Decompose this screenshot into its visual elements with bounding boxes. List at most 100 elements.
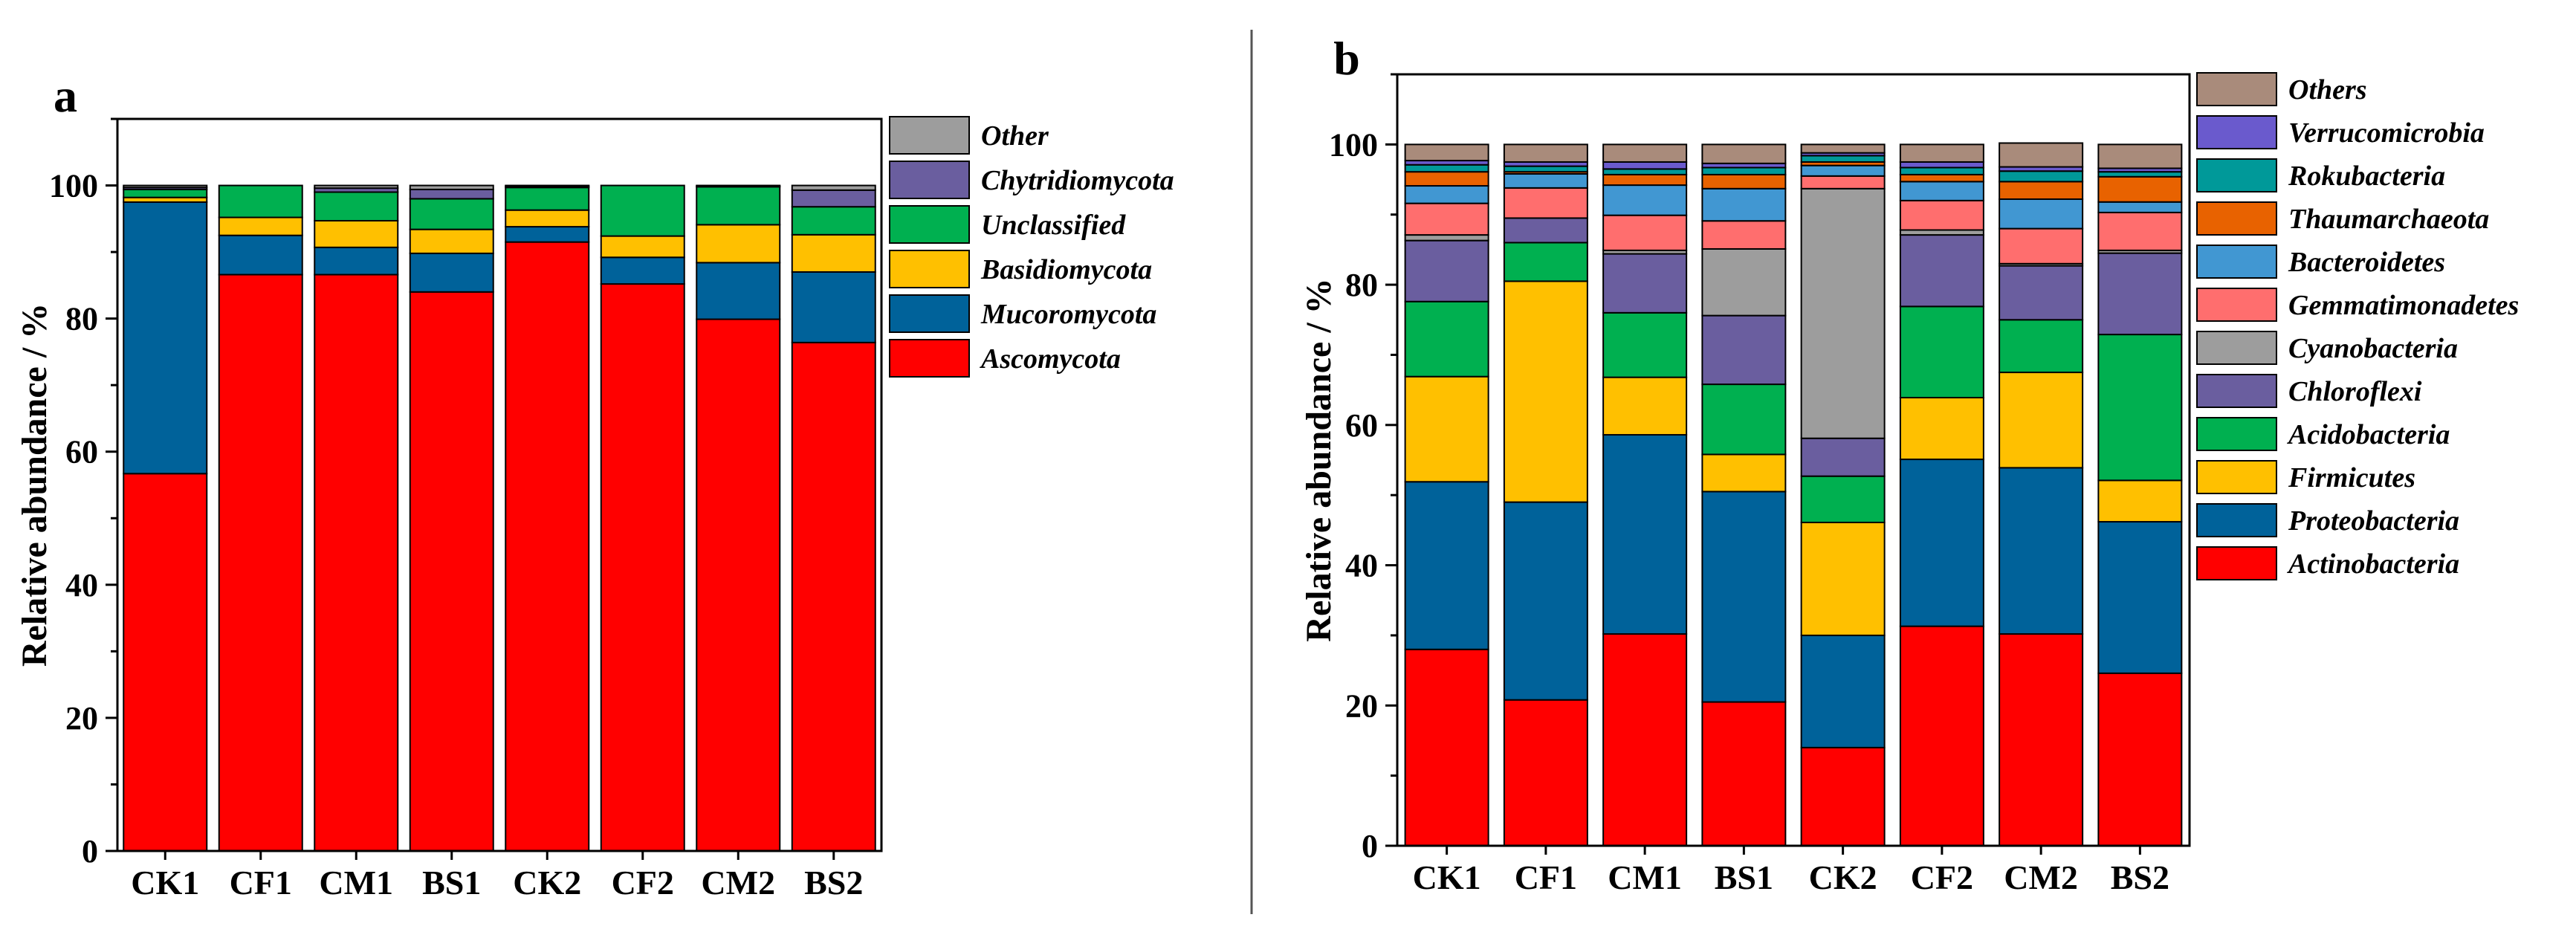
bar-segment-ck1-rokubacteria [1404,164,1489,173]
legend-label-cyanobacteria: Cyanobacteria [2288,333,2458,364]
bar-segment-bs2-proteobacteria [2097,521,2183,674]
bar-segment-cf1-bacteroidetes [1503,172,1588,189]
y-tick-label: 100 [1329,126,1378,163]
legend-label-chytridiomycota: Chytridiomycota [981,165,1174,196]
x-tick-label: CF2 [1911,858,1973,896]
bar-segment-cm2-mucoromycota [696,262,781,320]
bar-segment-ck1-proteobacteria [1404,481,1489,650]
y-tick-label: 40 [1345,548,1378,584]
bar-segment-cm2-gemmatimonadetes [1999,227,2084,265]
legend-swatch-acidobacteria [2196,417,2277,451]
y-tick-label: 0 [1362,828,1378,864]
bar-segment-cm1-proteobacteria [1602,434,1688,635]
bar-segment-cm2-others [1999,142,2084,168]
bar-segment-cf1-proteobacteria [1503,501,1588,701]
x-tick-label: BS2 [804,864,863,902]
plot-frame [1396,73,2191,847]
bar-segment-bs2-firmicutes [2097,479,2183,523]
legend-label-bacteroidetes: Bacteroidetes [2288,247,2445,278]
bar-segment-ck1-chloroflexi [1404,239,1489,302]
bar-segment-cm2-ascomycota [696,318,781,852]
panel-label: a [54,69,77,122]
bar-segment-bs2-actinobacteria [2097,672,2183,847]
legend-label-proteobacteria: Proteobacteria [2288,505,2459,537]
x-tick-label: CM1 [319,864,393,902]
legend-swatch-mucoromycota [889,294,970,333]
bar-segment-ck1-thaumarchaeota [1404,171,1489,187]
y-tick-label: 40 [65,567,98,603]
legend-swatch-rokubacteria [2196,158,2277,192]
legend-swatch-actinobacteria [2196,546,2277,580]
bar-segment-cf1-firmicutes [1503,280,1588,503]
legend-label-others: Others [2288,74,2367,106]
bar-segment-cm2-chloroflexi [1999,265,2084,321]
bar-segment-ck1-ascomycota [123,473,208,852]
bar-segment-cf2-mucoromycota [600,256,685,285]
bar-segment-cm1-gemmatimonadetes [1602,214,1688,251]
bar-segment-cm2-rokubacteria [1999,170,2084,183]
panel-a-chart: a CK1 CF1 CM1 BS1 CK2 CF2 CM2 BS2 0 20 40 60 80 100 Rel… [15,69,1174,902]
bar-segment-cf2-verrucomicrobia [1899,161,1984,169]
x-tick-label: BS1 [1715,858,1773,896]
x-tick-label: CM2 [701,864,775,902]
bar-segment-cm1-basidiomycota [314,220,399,248]
bar-segment-cm1-unclassified [314,191,399,222]
x-tick-label: CK1 [1413,858,1481,896]
bar-segment-bs2-ascomycota [791,341,876,852]
legend-swatch-unclassified [889,205,970,244]
bar-segment-ck2-rokubacteria [1800,155,1886,163]
bar-segment-ck1-actinobacteria [1404,648,1489,847]
legend-label-gemmatimonadetes: Gemmatimonadetes [2288,290,2519,321]
bar-segment-ck1-mucoromycota [123,201,208,475]
bar-segment-cm1-thaumarchaeota [1602,173,1688,187]
bar-segment-cf2-proteobacteria [1899,459,1984,627]
bar-segment-bs1-chytridiomycota [409,188,494,200]
legend-swatch-basidiomycota [889,250,970,288]
y-tick-label: 0 [82,833,98,870]
y-axis-title: Relative abundance / % [15,303,54,667]
bar-segment-bs2-gemmatimonadetes [2097,211,2183,251]
bar-segment-bs1-ascomycota [409,291,494,852]
bar-segment-bs1-rokubacteria [1701,166,1787,175]
bar-segment-bs1-acidobacteria [1701,383,1787,456]
x-tick-label: CM2 [2004,858,2078,896]
bar-segment-cm2-proteobacteria [1999,467,2084,635]
bar-segment-bs1-other [409,184,494,190]
bar-segment-bs2-acidobacteria [2097,334,2183,482]
bar-segment-cm1-mucoromycota [314,246,399,276]
bar-segment-cm2-unclassified [696,186,781,226]
bar-segment-cf2-gemmatimonadetes [1899,199,1984,231]
legend-label-mucoromycota: Mucoromycota [980,299,1156,330]
y-tick-label: 80 [65,301,98,337]
x-tick-label: CM1 [1608,858,1682,896]
bar-segment-cf2-chloroflexi [1899,234,1984,308]
x-tick-label: CK2 [1809,858,1877,896]
bar-segment-bs2-other [791,184,876,191]
bar-segment-cf2-others [1899,143,1984,163]
panel-label: b [1333,32,1360,85]
bar-segment-bs1-proteobacteria [1701,491,1787,703]
bar-segment-cf2-actinobacteria [1899,625,1984,847]
legend-label-verrucomicrobia: Verrucomicrobia [2288,117,2485,149]
bar-segment-ck2-others [1800,143,1886,154]
bar-segment-ck1-gemmatimonadetes [1404,202,1489,236]
x-tick-label: CF2 [612,864,674,902]
y-tick-label: 20 [1345,687,1378,724]
legend-label-unclassified: Unclassified [981,210,1126,241]
legend-swatch-other [889,116,970,155]
bar-segment-ck2-other [505,184,590,187]
bar-segment-cf1-ascomycota [218,273,303,852]
bar-segment-ck2-cyanobacteria [1800,187,1886,439]
bar-segment-cf2-bacteroidetes [1899,181,1984,201]
legend-swatch-firmicutes [2196,460,2277,494]
bar-segment-ck1-cyanobacteria [1404,234,1489,242]
y-tick-label: 60 [1345,407,1378,444]
legend-label-actinobacteria: Actinobacteria [2287,548,2459,580]
bar-segment-bs2-bacteroidetes [2097,201,2183,213]
legend-swatch-gemmatimonadetes [2196,288,2277,322]
bar-segment-cm2-bacteroidetes [1999,198,2084,230]
bar-segment-ck2-firmicutes [1800,521,1886,636]
bar-segment-cf1-acidobacteria [1503,242,1588,282]
bar-segment-ck2-basidiomycota [505,209,590,228]
